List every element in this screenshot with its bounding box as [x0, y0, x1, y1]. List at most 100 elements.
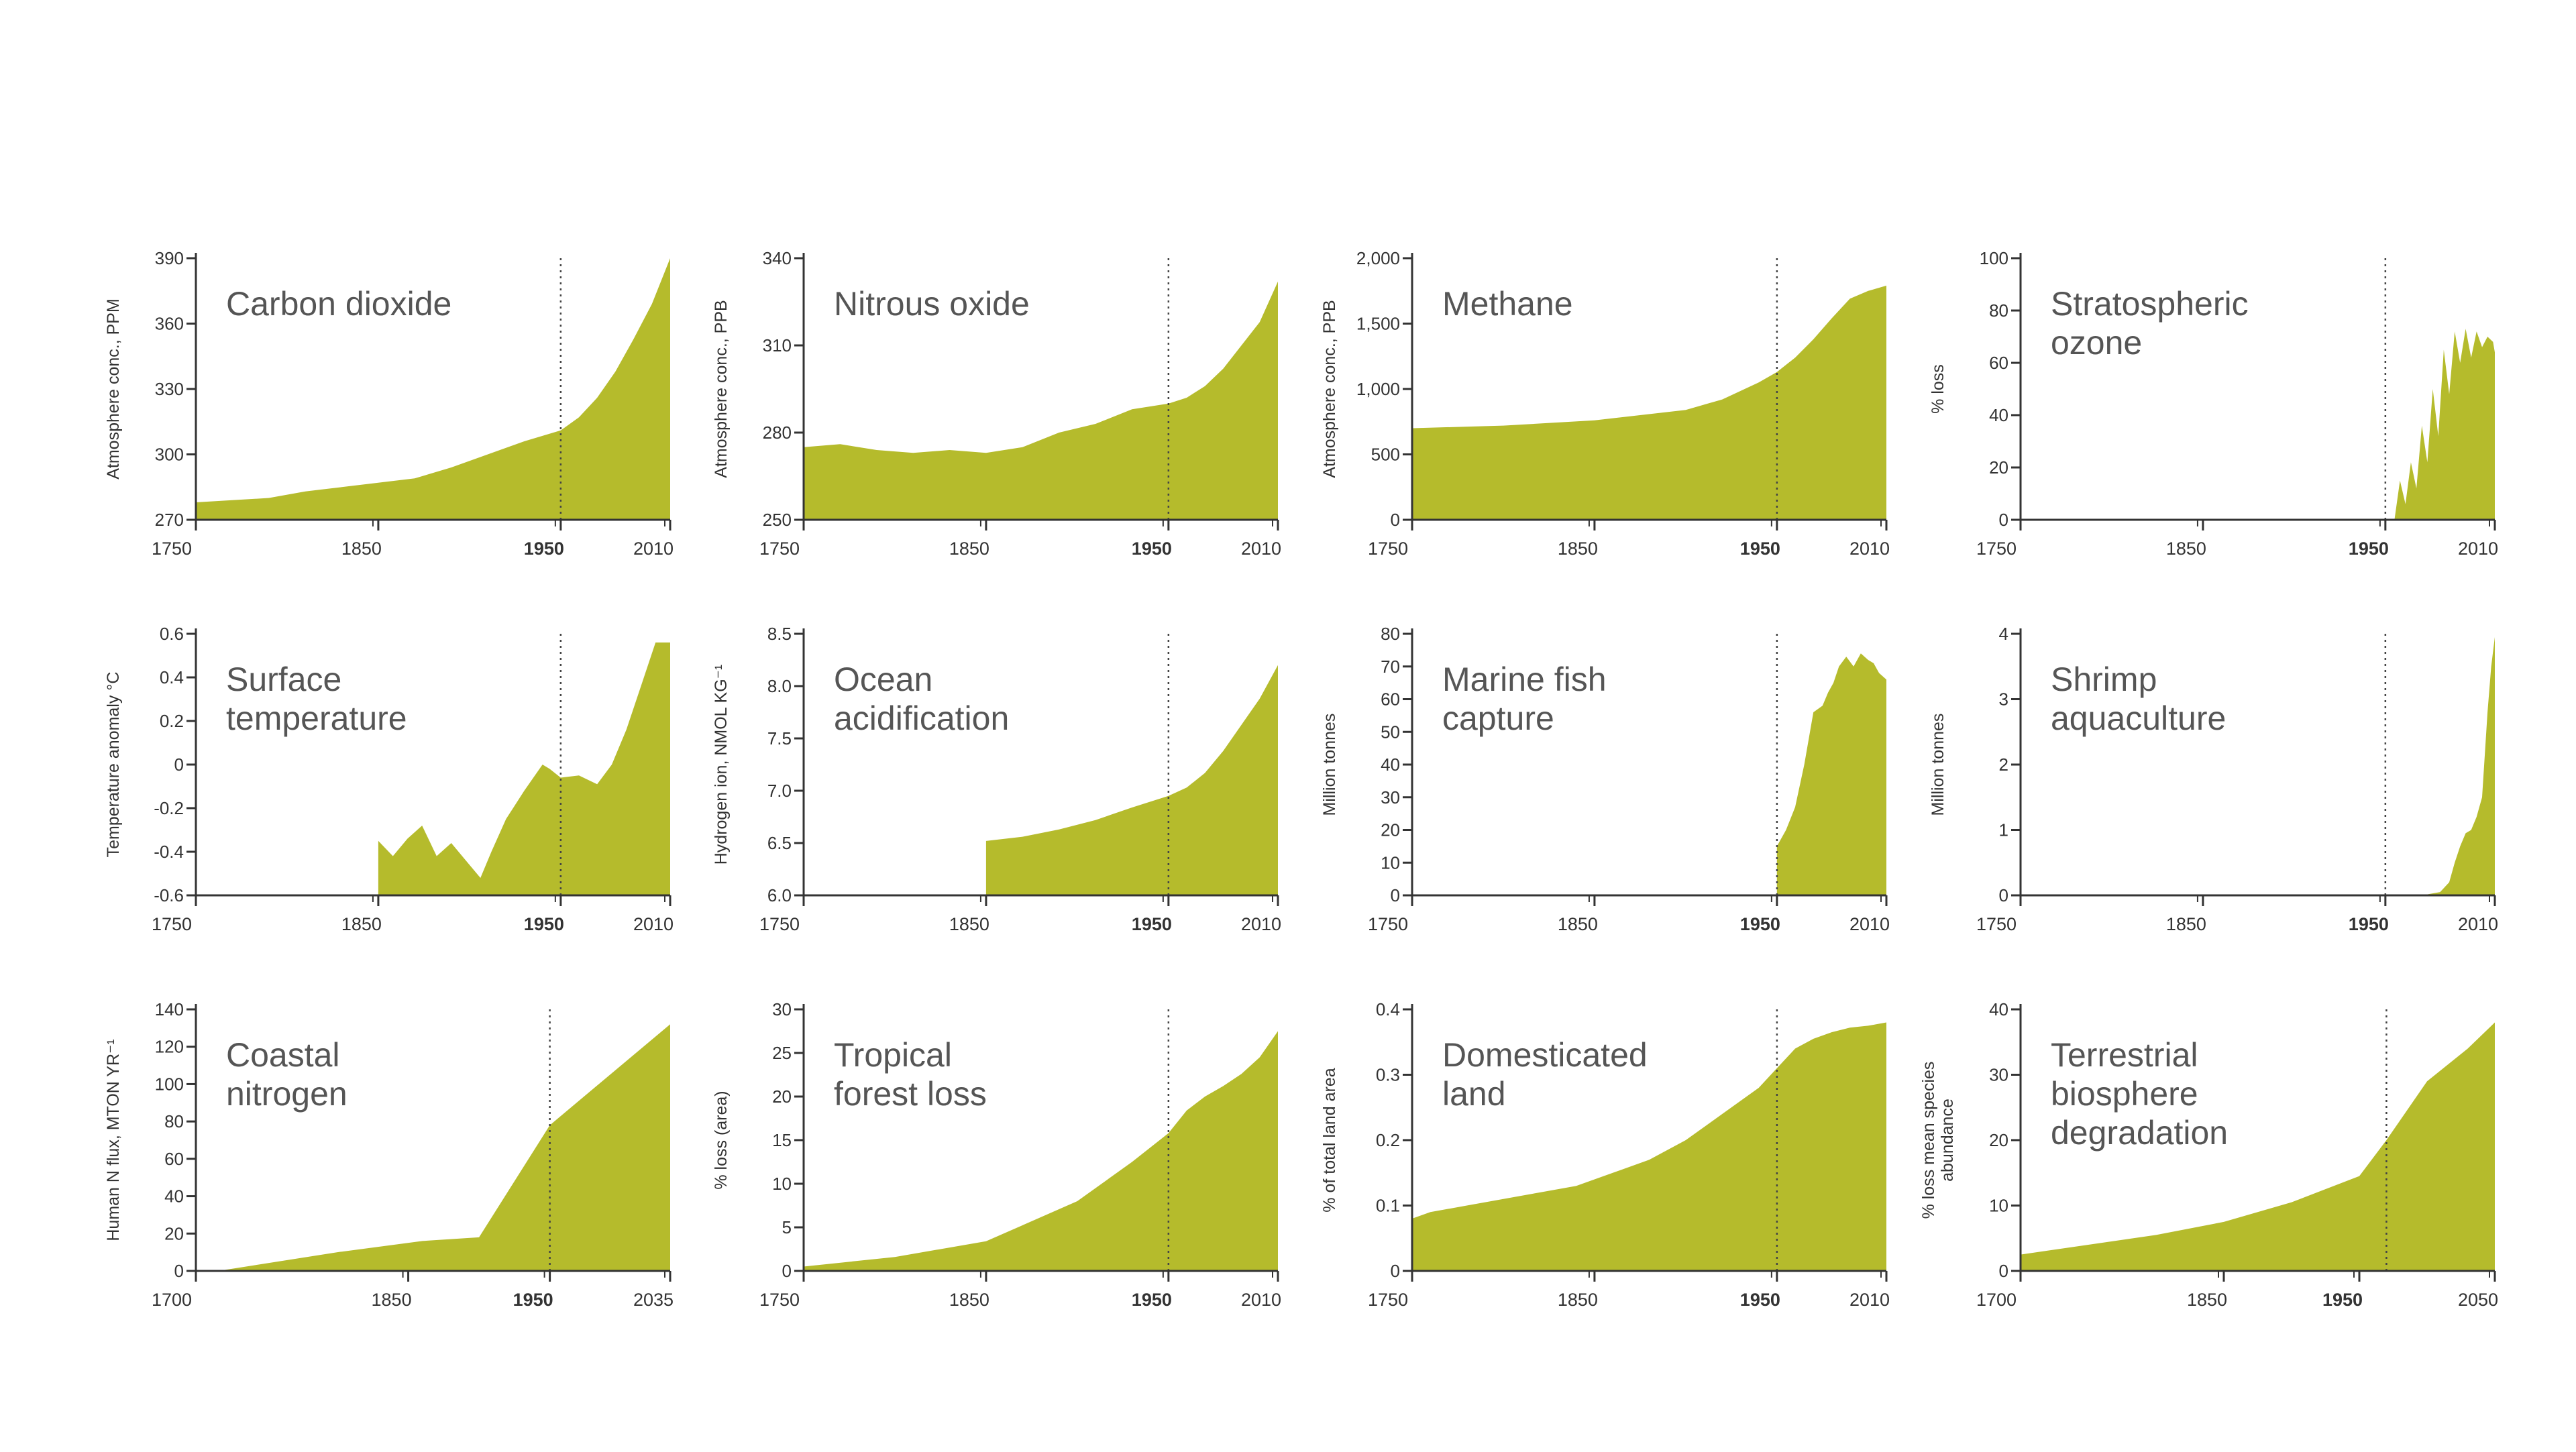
x-tick-label: 1850 — [2166, 539, 2206, 559]
x-tick-label: 2010 — [1241, 1290, 1281, 1310]
y-tick-label: 80 — [1989, 300, 2008, 321]
panel-title: biosphere — [2051, 1075, 2198, 1113]
x-tick-label: 1700 — [152, 1290, 192, 1310]
y-tick-label: 0 — [174, 1261, 184, 1281]
y-tick-label: 3 — [1999, 689, 2008, 710]
y-axis-label: Hydrogen ion, NMOL KG⁻¹ — [712, 665, 731, 865]
y-tick-label: 340 — [763, 248, 792, 268]
panel-title: Methane — [1442, 285, 1573, 323]
x-tick-label: 1750 — [1368, 1290, 1408, 1310]
x-tick-label: 2010 — [1849, 539, 1890, 559]
panel-10: 0 5 10 15 20 25 30 1750 1850 1950 2010 Tropicalfore… — [712, 999, 1281, 1310]
y-axis-label: Million tonnes — [1320, 714, 1339, 816]
x-tick-label: 1950 — [1132, 914, 1172, 934]
y-tick-label: 40 — [164, 1186, 184, 1207]
y-axis-label: Temperature anomaly °C — [104, 672, 123, 858]
x-tick-label: 2010 — [2458, 914, 2498, 934]
panel-title: Nitrous oxide — [834, 285, 1030, 323]
panel-title: Tropical — [834, 1036, 952, 1074]
y-tick-label: 140 — [155, 999, 184, 1019]
y-tick-label: 30 — [772, 999, 792, 1019]
y-axis-label: abundance — [1938, 1099, 1957, 1182]
y-tick-label: 5 — [782, 1217, 792, 1237]
panel-title: aquaculture — [2051, 700, 2226, 737]
x-tick-label: 1950 — [1740, 914, 1780, 934]
y-tick-label: 280 — [763, 423, 792, 443]
data-area — [804, 1031, 1278, 1271]
x-tick-label: 1750 — [152, 539, 192, 559]
x-tick-label: 1850 — [341, 914, 382, 934]
panel-9: 0 20 40 60 80 100 120 140 1700 1850 1950 2035 Coasta… — [104, 999, 674, 1310]
y-tick-label: 20 — [1989, 1130, 2008, 1150]
x-tick-label: 1950 — [1740, 539, 1780, 559]
y-axis-label: Atmosphere conc., PPB — [712, 300, 731, 478]
panel-title: acidification — [834, 700, 1009, 737]
y-tick-label: 4 — [1999, 624, 2008, 644]
y-tick-label: 40 — [1381, 755, 1400, 775]
y-tick-label: 0.4 — [160, 667, 184, 687]
x-tick-label: 1850 — [949, 1290, 989, 1310]
panel-title: temperature — [226, 700, 407, 737]
x-tick-label: 2050 — [2458, 1290, 2498, 1310]
x-tick-label: 1850 — [341, 539, 382, 559]
panel-2: 250 280 310 340 1750 1850 1950 2010 Nitrous oxid… — [712, 248, 1281, 559]
x-tick-label: 1750 — [759, 539, 800, 559]
y-tick-label: 270 — [155, 510, 184, 530]
y-tick-label: 390 — [155, 248, 184, 268]
panel-12: 0 10 20 30 40 1700 1850 1950 2050 Terrestrialbios… — [1919, 999, 2498, 1310]
x-tick-label: 1850 — [1558, 914, 1598, 934]
x-tick-label: 1850 — [949, 914, 989, 934]
x-tick-label: 1950 — [1132, 1290, 1172, 1310]
panel-title: Shrimp — [2051, 661, 2157, 698]
x-tick-label: 1750 — [759, 1290, 800, 1310]
y-tick-label: 10 — [1381, 852, 1400, 873]
panel-6: 6.0 6.5 7.0 7.5 8.0 8.5 1750 1850 1950 2010 Oceana… — [712, 624, 1281, 934]
y-tick-label: 20 — [772, 1086, 792, 1107]
y-axis-label: Million tonnes — [1929, 714, 1947, 816]
panel-title: Terrestrial — [2051, 1036, 2198, 1074]
x-tick-label: 2035 — [633, 1290, 674, 1310]
panel-title: Surface — [226, 661, 341, 698]
x-tick-label: 1950 — [2322, 1290, 2363, 1310]
y-tick-label: 300 — [155, 445, 184, 465]
y-tick-label: 70 — [1381, 657, 1400, 677]
x-tick-label: 1750 — [152, 914, 192, 934]
panel-title: capture — [1442, 700, 1554, 737]
panel-title: Marine fish — [1442, 661, 1607, 698]
panel-title: Coastal — [226, 1036, 340, 1074]
panel-7: 0 10 20 30 40 50 60 70 80 1750 1850 1950 2010 Marine … — [1320, 624, 1890, 934]
y-tick-label: 20 — [164, 1223, 184, 1243]
x-tick-label: 2010 — [633, 914, 674, 934]
y-tick-label: 2,000 — [1356, 248, 1400, 268]
y-tick-label: 0.3 — [1376, 1065, 1400, 1085]
data-area — [985, 665, 1278, 895]
y-tick-label: 250 — [763, 510, 792, 530]
y-tick-label: 20 — [1381, 820, 1400, 840]
y-tick-label: 100 — [155, 1074, 184, 1094]
x-tick-label: 1750 — [1368, 914, 1408, 934]
x-tick-label: 2010 — [2458, 539, 2498, 559]
data-area — [2422, 636, 2495, 895]
y-axis-label: % of total land area — [1320, 1068, 1339, 1213]
y-axis-label: % loss — [1929, 364, 1947, 414]
y-tick-label: 8.5 — [767, 624, 792, 644]
y-axis-label: Human N flux, MTON YR⁻¹ — [104, 1039, 123, 1241]
y-tick-label: 6.5 — [767, 833, 792, 853]
y-tick-label: 0.1 — [1376, 1196, 1400, 1216]
x-tick-label: 1950 — [513, 1290, 553, 1310]
x-tick-label: 1850 — [1558, 539, 1598, 559]
data-area — [1776, 653, 1886, 895]
y-tick-label: 0.2 — [1376, 1130, 1400, 1150]
y-tick-label: 40 — [1989, 999, 2008, 1019]
panel-title: land — [1442, 1075, 1506, 1113]
x-tick-label: 1950 — [2349, 539, 2389, 559]
panel-title: Stratospheric — [2051, 285, 2249, 323]
y-tick-label: 0 — [1999, 1261, 2008, 1281]
y-tick-label: 0 — [174, 755, 184, 775]
data-area — [378, 643, 670, 895]
y-tick-label: 0 — [782, 1261, 792, 1281]
y-tick-label: 310 — [763, 335, 792, 355]
y-tick-label: 500 — [1371, 445, 1400, 465]
y-tick-label: 10 — [1989, 1196, 2008, 1216]
